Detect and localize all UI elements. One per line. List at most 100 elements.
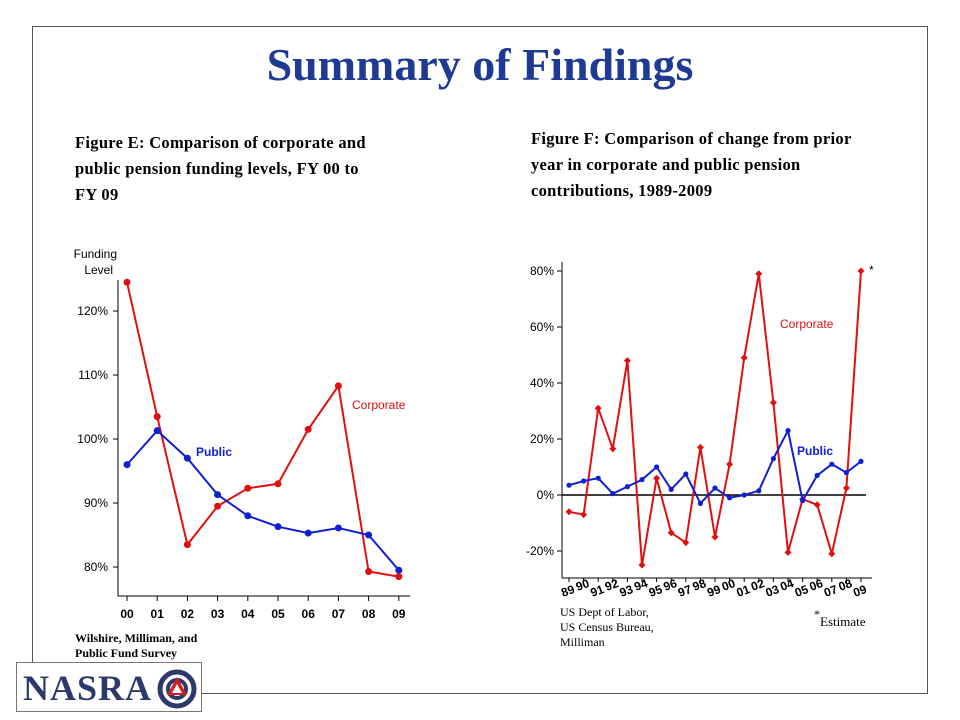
- nasra-logo: NASRA: [16, 662, 202, 712]
- figure-f-public-point: [639, 477, 645, 483]
- figure-f-public-point: [624, 484, 631, 490]
- figure-f-corporate-point: [638, 561, 646, 569]
- figure-f-series-corporate-line: [568, 270, 862, 566]
- figure-f-y-tick-20: -20%: [526, 544, 554, 558]
- figure-e-y-label-line-1: Funding: [74, 247, 117, 261]
- figure-e-public-point: [214, 491, 222, 499]
- figure-f-corporate-point: [813, 501, 821, 509]
- figure-e-series-corporate-line: [126, 281, 399, 578]
- figure-f-x-tick-09: 09: [851, 582, 869, 600]
- figure-f-corporate-point: [857, 267, 865, 275]
- figure-e-x-tick-01: 01: [151, 607, 165, 621]
- figure-f-public-label: Public: [797, 444, 833, 458]
- figure-f-public-point: [756, 488, 762, 494]
- triangle-knot-logo-icon: [157, 669, 197, 709]
- figure-f-source-line-2: US Census Bureau,: [560, 620, 654, 634]
- figure-e-y-label-line-2: Level: [84, 263, 113, 277]
- figure-f-caption: Figure F: Comparison of change from prio…: [531, 129, 852, 200]
- figure-e-corporate-point: [153, 413, 161, 421]
- figure-f-public-point: [697, 500, 704, 506]
- figure-f-corporate-point: [769, 399, 777, 407]
- figure-f-public-point: [610, 491, 616, 497]
- figure-e-public-point: [244, 512, 252, 520]
- figure-f-x-tick-06: 06: [807, 576, 825, 594]
- figure-f-public-point: [829, 461, 835, 467]
- figure-f-corporate-point: [594, 404, 602, 412]
- figure-f-estimate-label: Estimate: [820, 614, 866, 629]
- figure-e-public-point: [123, 461, 131, 469]
- figure-f-source-line-3: Milliman: [560, 635, 605, 649]
- figure-e-x-tick-02: 02: [181, 607, 195, 621]
- figure-f-y-tick-40: 40%: [530, 376, 554, 390]
- figure-f-estimate-asterisk: *: [814, 607, 820, 621]
- figure-f-public-point: [683, 471, 689, 477]
- figure-f-corporate-point: [828, 550, 836, 558]
- figure-e-corporate-point: [183, 541, 191, 549]
- figure-f-public-point: [800, 498, 806, 504]
- figure-e-y-tick-120: 120%: [77, 304, 108, 318]
- figure-f-estimate-marker: *: [869, 263, 874, 277]
- figure-f-corporate-point: [653, 474, 661, 482]
- figure-f-public-point: [654, 464, 660, 470]
- figure-e-corporate-point: [123, 278, 131, 286]
- figure-f-public-point: [858, 458, 864, 464]
- figure-f-y-tick-0: 0%: [537, 488, 555, 502]
- figure-e-public-point: [274, 523, 282, 531]
- figure-f-x-tick-02: 02: [749, 576, 767, 594]
- figure-f-corporate-point: [580, 511, 588, 519]
- figure-e-corporate-label: Corporate: [352, 398, 406, 412]
- figure-e-public-label: Public: [196, 445, 232, 459]
- figure-f-x-tick-93: 93: [618, 582, 636, 600]
- figure-f-x-tick-96: 96: [661, 576, 679, 594]
- figure-e-corporate-point: [334, 382, 342, 390]
- figure-f-y-tick-20: 20%: [530, 432, 554, 446]
- figure-f-public-point: [814, 472, 820, 478]
- figure-e-x-tick-07: 07: [332, 607, 346, 621]
- figure-f-public-point: [843, 470, 850, 476]
- figure-e-public-point: [183, 454, 191, 462]
- figure-f-x-tick-04: 04: [778, 576, 796, 594]
- figure-f-x-tick-90: 90: [574, 576, 592, 594]
- figure-f-x-tick-97: 97: [676, 582, 694, 600]
- figure-e-corporate-point: [304, 425, 312, 433]
- figure-f-source-line-1: US Dept of Labor,: [560, 605, 649, 619]
- figure-f-corporate-point: [726, 460, 734, 468]
- figure-e-caption: Figure E: Comparison of corporate and pu…: [75, 133, 366, 204]
- logo-text: NASRA: [23, 668, 153, 708]
- figure-e-x-tick-06: 06: [302, 607, 316, 621]
- figure-f-x-tick-03: 03: [764, 582, 782, 600]
- figure-f-x-tick-99: 99: [705, 582, 723, 600]
- figure-f-corporate-point: [682, 539, 690, 547]
- figure-e-corporate-point: [244, 484, 252, 492]
- figure-e-public-point: [153, 427, 161, 435]
- figure-f-x-tick-95: 95: [647, 582, 665, 600]
- figure-f-public-point: [581, 478, 587, 484]
- figure-f-x-tick-07: 07: [822, 582, 840, 600]
- figure-f-x-tick-05: 05: [793, 582, 811, 600]
- figure-f-corporate-point: [667, 529, 675, 537]
- page-title: Summary of Findings: [266, 39, 694, 90]
- figure-e-x-tick-09: 09: [392, 607, 406, 621]
- figure-f-x-tick-94: 94: [632, 576, 650, 594]
- figure-e-public-point: [365, 531, 373, 539]
- figure-f-y-tick-80: 80%: [530, 264, 554, 278]
- figure-e-y-tick-100: 100%: [77, 432, 108, 446]
- figure-e-y-tick-80: 80%: [84, 560, 108, 574]
- figure-f-public-point: [770, 456, 777, 462]
- figure-e-x-tick-00: 00: [120, 607, 134, 621]
- figure-f-corporate-point: [711, 533, 719, 541]
- figure-e-corporate-point: [365, 567, 373, 575]
- figure-f-corporate-point: [609, 445, 617, 453]
- figure-e-y-tick-110: 110%: [78, 368, 108, 382]
- figure-f-public-point: [712, 485, 718, 491]
- figure-e-corporate-point: [395, 573, 403, 581]
- figure-f-public-point: [785, 428, 791, 434]
- figure-f-public-point: [727, 495, 733, 501]
- figure-f-y-tick-60: 60%: [530, 320, 554, 334]
- figure-e-public-point: [395, 566, 403, 574]
- figure-f-x-tick-92: 92: [603, 576, 621, 594]
- figure-f-corporate-point: [755, 270, 763, 278]
- figure-e-corporate-point: [274, 480, 282, 488]
